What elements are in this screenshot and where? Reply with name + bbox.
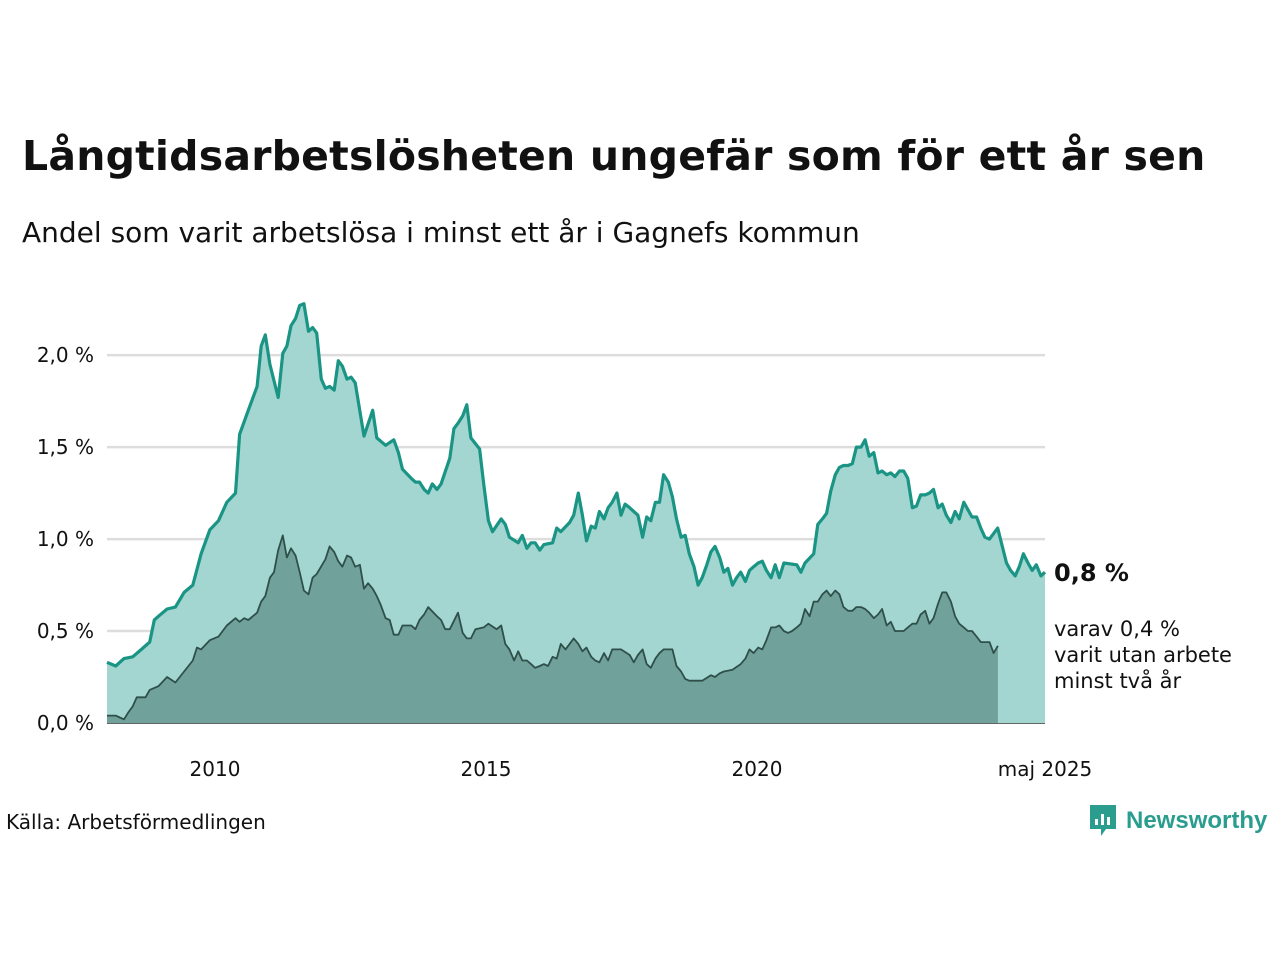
y-tick-label: 0,5 % [37, 619, 94, 643]
x-tick-label: 2020 [732, 757, 783, 781]
series-2-area [107, 535, 998, 723]
y-tick-label: 1,0 % [37, 527, 94, 551]
chart-title: Långtidsarbetslösheten ungefär som för e… [22, 132, 1206, 180]
brand-name: Newsworthy [1126, 807, 1268, 834]
brand-logo: Newsworthy [1088, 803, 1267, 839]
end-label-sub-2: varit utan arbete [1054, 643, 1232, 667]
y-axis: 0,0 % 0,5 % 1,0 % 1,5 % 2,0 % [37, 343, 94, 735]
end-labels: 0,8 % varav 0,4 % varit utan arbete mins… [1054, 559, 1232, 693]
y-tick-label: 0,0 % [37, 711, 94, 735]
end-label-sub-1: varav 0,4 % [1054, 617, 1180, 641]
x-tick-label: 2015 [461, 757, 512, 781]
y-tick-label: 2,0 % [37, 343, 94, 367]
x-tick-label: maj 2025 [998, 757, 1093, 781]
end-label-total: 0,8 % [1054, 559, 1129, 587]
chart-subtitle: Andel som varit arbetslösa i minst ett å… [22, 216, 860, 249]
x-axis: 2010 2015 2020 maj 2025 [190, 757, 1093, 781]
series-1-line [106, 302, 1047, 668]
end-label-sub-3: minst två år [1054, 668, 1182, 693]
y-tick-label: 1,5 % [37, 435, 94, 459]
newsworthy-logo-icon [1090, 805, 1116, 836]
series-areas [106, 302, 1047, 723]
series-2-line [107, 534, 999, 721]
x-tick-label: 2010 [190, 757, 241, 781]
source-note: Källa: Arbetsförmedlingen [6, 810, 266, 834]
